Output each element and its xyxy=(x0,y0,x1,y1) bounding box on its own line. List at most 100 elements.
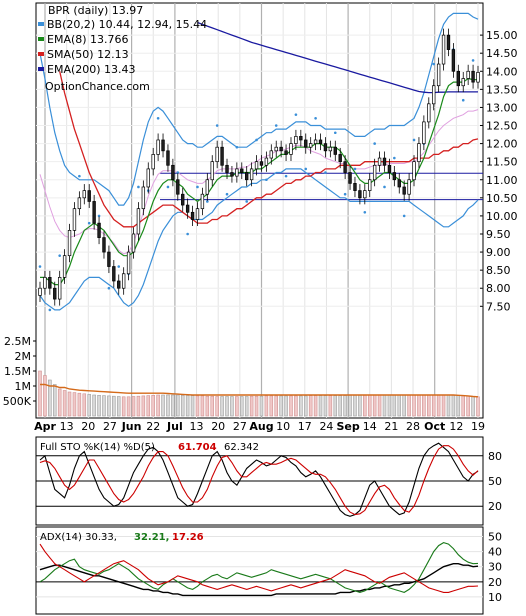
sma50-line xyxy=(59,71,479,228)
candle-body xyxy=(38,287,42,296)
sar-dot xyxy=(186,232,189,236)
sar-dot xyxy=(196,185,199,189)
volume-bar xyxy=(461,395,465,417)
candle-body xyxy=(254,161,259,170)
candle-body xyxy=(328,146,333,152)
candle-body xyxy=(92,201,96,224)
vol-tick-label: 1.5M xyxy=(4,365,31,378)
x-tick-label: 20 xyxy=(211,420,225,433)
legend-label: EMA(8) 13.766 xyxy=(47,33,129,46)
sar-dot xyxy=(235,145,239,149)
volume-bar xyxy=(269,395,274,417)
volume-bar xyxy=(294,395,298,417)
y-tick-label: 8.50 xyxy=(486,264,511,277)
sar-dot xyxy=(225,192,229,196)
volume-bar xyxy=(367,394,372,417)
candle-body xyxy=(284,150,288,155)
volume-bar xyxy=(180,394,185,417)
volume-bar xyxy=(353,394,357,417)
candle-body xyxy=(432,85,436,105)
sar-dot xyxy=(353,167,357,171)
candle-body xyxy=(72,208,77,231)
volume-bar xyxy=(279,395,283,417)
sar-dot xyxy=(265,178,268,182)
volume-bar xyxy=(323,395,328,417)
candle-body xyxy=(451,49,456,72)
volume-bar xyxy=(363,394,367,417)
volume-bar xyxy=(249,395,254,417)
bb-upper-line xyxy=(39,12,479,206)
candle-body xyxy=(299,136,303,141)
sar-dot xyxy=(255,138,258,142)
sar-dot xyxy=(58,254,61,257)
candle-body xyxy=(471,70,475,83)
sto-tick-label: 80 xyxy=(488,450,502,463)
volume-bar xyxy=(176,394,180,417)
x-tick-label: 21 xyxy=(384,420,398,433)
candle-body xyxy=(333,146,337,155)
candle-body xyxy=(402,186,406,195)
volume-bar xyxy=(387,394,392,417)
candle-body xyxy=(353,183,357,191)
volume-bar xyxy=(112,395,116,417)
volume-bar xyxy=(171,394,175,417)
price-panel-frame xyxy=(35,2,484,419)
sar-dot xyxy=(432,62,436,66)
candle-body xyxy=(343,161,347,173)
sar-dot xyxy=(412,138,416,142)
candle-body xyxy=(422,121,426,144)
volume-bar xyxy=(146,395,151,417)
candle-body xyxy=(200,193,205,210)
sto-d-value: 62.342 xyxy=(224,442,259,453)
candle-body xyxy=(417,143,421,163)
vol-tick-label: 500K xyxy=(3,395,32,408)
volume-bar xyxy=(328,395,333,417)
ema8-line xyxy=(40,77,479,286)
y-tick-label: 14.00 xyxy=(486,65,518,78)
volume-bar xyxy=(136,395,141,417)
candle-body xyxy=(215,146,219,163)
volume-bar xyxy=(166,394,170,417)
volume-bar xyxy=(244,396,249,417)
volume-bar xyxy=(397,394,402,417)
volume-bar xyxy=(382,394,387,417)
adx-minus-di-value: 17.26 xyxy=(172,532,204,543)
adx-tick-label: 40 xyxy=(488,546,502,559)
x-tick-label: 19 xyxy=(471,420,485,433)
sar-dot xyxy=(383,185,386,189)
volume-bar xyxy=(225,396,229,417)
volume-bar xyxy=(451,394,456,417)
volume-bar xyxy=(131,396,136,417)
adx-tick-label: 30 xyxy=(488,561,502,574)
candle-body xyxy=(387,164,392,173)
volume-bar xyxy=(116,396,121,417)
x-tick-label: 17 xyxy=(298,420,312,433)
volume-bar xyxy=(441,394,446,417)
sar-dot xyxy=(38,265,42,268)
candle-body xyxy=(264,157,269,166)
candle-body xyxy=(210,161,214,181)
sto-tick-label: 50 xyxy=(488,475,502,488)
candle-body xyxy=(161,139,165,152)
volume-bar xyxy=(348,394,352,417)
candle-body xyxy=(304,139,308,148)
volume-bar xyxy=(156,394,160,417)
sar-dot xyxy=(471,59,475,62)
sar-dot xyxy=(166,185,170,189)
candle-body xyxy=(358,190,362,199)
candle-body xyxy=(220,146,224,166)
sar-dot xyxy=(176,171,180,174)
candle-body xyxy=(185,204,190,213)
candle-body xyxy=(156,139,160,155)
candle-body xyxy=(230,172,234,177)
candle-body xyxy=(136,208,141,235)
x-tick-label: Aug xyxy=(249,420,273,433)
candle-body xyxy=(274,146,278,152)
candle-body xyxy=(249,168,254,181)
candle-body xyxy=(446,34,451,50)
volume-bar xyxy=(121,396,126,417)
candle-body xyxy=(87,190,91,202)
candle-body xyxy=(289,143,293,155)
vol-tick-label: 2.5M xyxy=(4,335,31,348)
